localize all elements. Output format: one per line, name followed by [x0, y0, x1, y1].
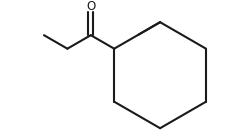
Text: O: O [86, 0, 96, 13]
